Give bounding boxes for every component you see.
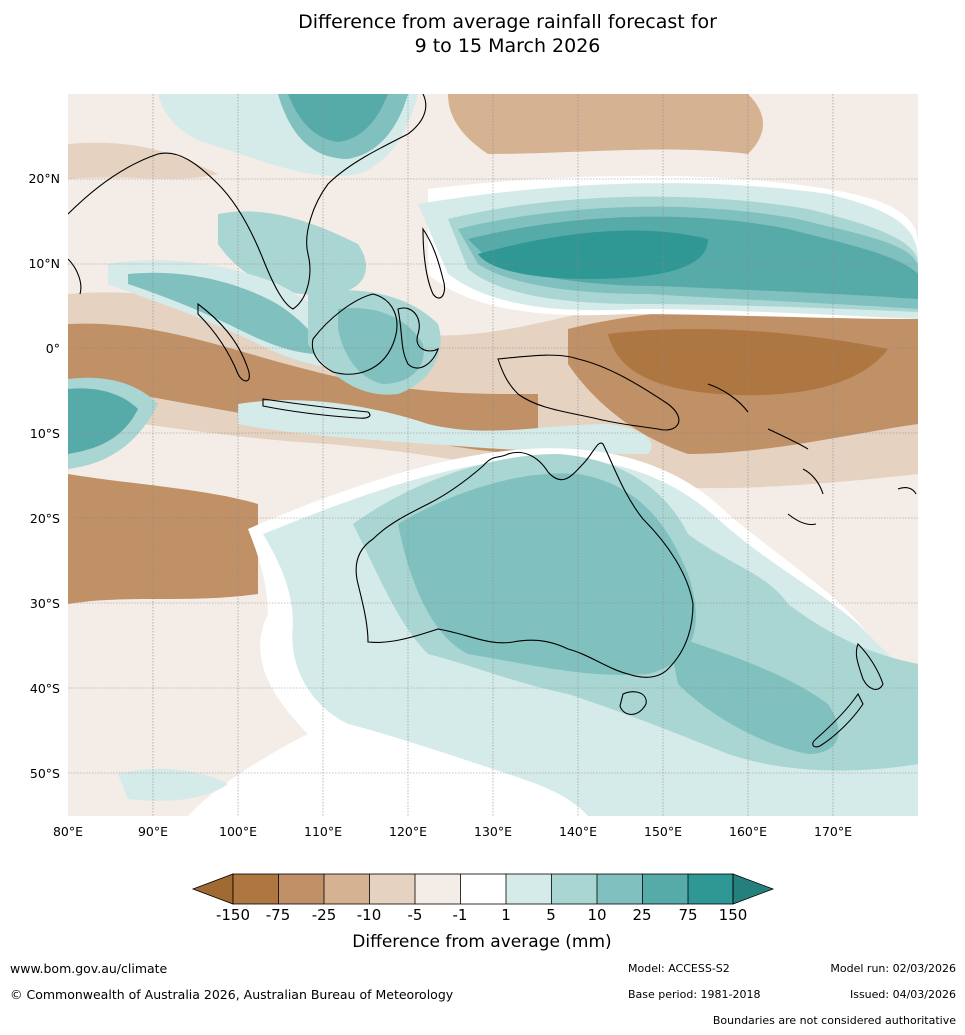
lon-label-150e: 150°E (643, 824, 683, 839)
java-coast (262, 398, 371, 419)
lon-label-120e: 120°E (388, 824, 428, 839)
lon-label-160e: 160°E (728, 824, 768, 839)
colorbar-swatch-4 (369, 874, 415, 904)
lon-label-100e: 100°E (218, 824, 258, 839)
lon-label-110e: 110°E (303, 824, 343, 839)
colorbar-swatch-11 (688, 874, 733, 904)
india-coast (68, 258, 82, 295)
lat-label-30s: 30°S (29, 596, 60, 611)
lat-label-40s: 40°S (29, 681, 60, 696)
tasmania-coast (619, 691, 647, 715)
nz-north-island-coast (855, 643, 884, 690)
colorbar-swatch-8 (551, 874, 597, 904)
australia-coast (355, 442, 694, 678)
anomaly-field (68, 94, 918, 816)
colorbar-swatch-3 (324, 874, 370, 904)
nz-south-island-coast (812, 692, 864, 748)
colorbar-tick-9: 25 (632, 906, 652, 924)
base-period-text: Base period: 1981-2018 (628, 988, 761, 1001)
colorbar-swatch-7 (506, 874, 552, 904)
colorbar-dividers (232, 873, 734, 905)
colorbar-swatch-12 (732, 873, 775, 905)
lon-label-90e: 90°E (137, 824, 169, 839)
colorbar-swatch-5 (415, 874, 461, 904)
mainland-asia-coast (68, 94, 427, 310)
map-title: Difference from average rainfall forecas… (0, 10, 965, 58)
graticule (68, 94, 918, 816)
lon-label-130e: 130°E (473, 824, 513, 839)
model-text: Model: ACCESS-S2 (628, 962, 730, 975)
rainfall-map (68, 94, 918, 816)
colorbar-tick-7: 5 (546, 906, 556, 924)
colorbar-tick-8: 10 (587, 906, 607, 924)
borneo-coast (311, 293, 398, 375)
lat-label-0: 0° (45, 341, 60, 356)
title-line-1: Difference from average rainfall forecas… (298, 11, 717, 33)
sulawesi-coast (397, 307, 439, 369)
title-line-2: 9 to 15 March 2026 (414, 35, 601, 57)
colorbar-tick-2: -25 (311, 906, 337, 924)
pacific-islands-coast (707, 383, 917, 526)
colorbar-tick-6: 1 (501, 906, 511, 924)
model-run-text: Model run: 02/03/2026 (830, 962, 956, 975)
map-canvas (68, 94, 918, 816)
colorbar-tick-4: -5 (407, 906, 423, 924)
lon-label-170e: 170°E (813, 824, 853, 839)
lat-label-10n: 10°N (28, 256, 60, 271)
issued-text: Issued: 04/03/2026 (849, 988, 956, 1001)
lon-label-80e: 80°E (52, 824, 84, 839)
lat-label-10s: 10°S (29, 426, 60, 441)
sumatra-coast (197, 302, 250, 382)
lat-label-20s: 20°S (29, 511, 60, 526)
colorbar-tick-0: -150 (215, 906, 251, 924)
colorbar-tick-5: -1 (452, 906, 468, 924)
colorbar-swatch-2 (278, 874, 324, 904)
philippines-coast (422, 227, 446, 299)
colorbar-tick-1: -75 (265, 906, 291, 924)
colorbar-tick-11: 150 (718, 906, 748, 924)
coastlines (68, 94, 917, 748)
colorbar (190, 872, 780, 912)
lon-label-140e: 140°E (558, 824, 598, 839)
new-guinea-coast (497, 354, 680, 431)
boundaries-note: Boundaries are not considered authoritat… (712, 1014, 956, 1027)
colorbar-swatch-10 (642, 874, 688, 904)
colorbar-swatch-0 (191, 873, 234, 905)
colorbar-swatch-6 (460, 874, 506, 904)
colorbar-label: Difference from average (mm) (352, 932, 612, 952)
lat-label-50s: 50°S (29, 766, 60, 781)
lat-label-20n: 20°N (28, 171, 60, 186)
colorbar-graphic (191, 873, 775, 905)
colorbar-swatch-1 (233, 874, 279, 904)
website-link[interactable]: www.bom.gov.au/climate (10, 961, 168, 976)
colorbar-tick-10: 75 (678, 906, 698, 924)
copyright-text: © Commonwealth of Australia 2026, Austra… (10, 987, 454, 1002)
colorbar-tick-3: -10 (356, 906, 382, 924)
colorbar-swatch-9 (597, 874, 643, 904)
